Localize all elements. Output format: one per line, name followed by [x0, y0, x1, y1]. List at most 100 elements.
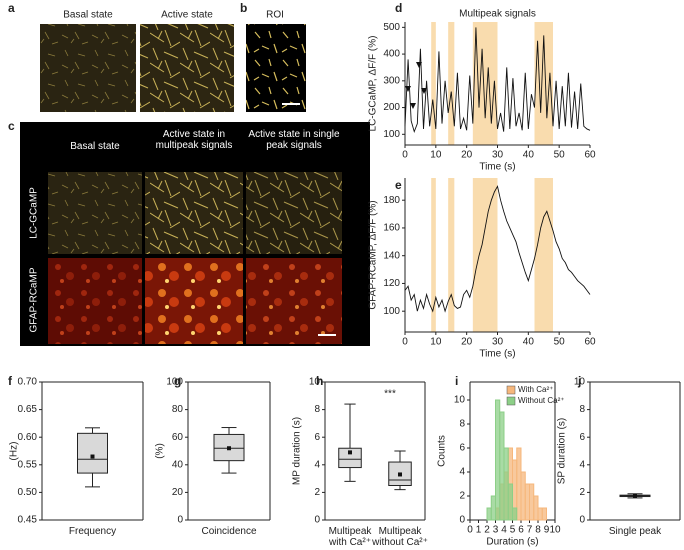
y-tick-label: 100 — [166, 377, 183, 388]
histogram-bar — [490, 495, 496, 521]
annotation: *** — [384, 389, 396, 400]
trace — [404, 185, 591, 313]
x-tick-label: 50 — [554, 337, 566, 348]
category-label: Coincidence — [201, 526, 257, 537]
x-tick-label: 8 — [535, 525, 541, 536]
image-title: Active state — [161, 10, 213, 21]
y-axis-label: Counts — [437, 435, 448, 467]
x-tick-label: 0 — [402, 337, 408, 348]
y-tick-label: 160 — [383, 223, 400, 234]
highlight-band — [534, 22, 553, 145]
highlight-band — [534, 178, 553, 332]
x-tick-label: 30 — [492, 150, 504, 161]
image — [145, 172, 243, 254]
histogram-bar — [541, 507, 547, 521]
y-tick-label: 6 — [459, 443, 465, 454]
histogram-bar — [486, 507, 492, 521]
y-tick-label: 0 — [579, 515, 585, 526]
y-tick-label: 80 — [172, 404, 184, 415]
legend-label: With Ca²⁺ — [518, 385, 553, 394]
y-tick-label: 60 — [172, 432, 184, 443]
y-tick-label: 10 — [309, 377, 321, 388]
x-tick-label: 4 — [501, 525, 507, 536]
image — [145, 258, 243, 344]
y-tick-label: 10 — [574, 377, 586, 388]
legend-swatch — [506, 396, 516, 406]
mean-marker — [633, 493, 637, 498]
y-tick-label: 20 — [172, 487, 184, 498]
y-axis-label: (Hz) — [9, 442, 20, 461]
mean-marker — [348, 450, 352, 455]
y-tick-label: 8 — [459, 419, 465, 430]
y-axis-label: LC-GCaMP, ΔF/F (%) — [368, 36, 379, 132]
y-axis-label: (%) — [155, 443, 166, 459]
y-tick-label: 0 — [177, 515, 183, 526]
highlight-band — [448, 178, 455, 332]
y-tick-label: 0.55 — [18, 459, 38, 470]
category-label: Single peak — [608, 526, 662, 537]
image — [246, 258, 342, 344]
y-tick-label: 10 — [454, 395, 466, 406]
row-label: GFAP-RCaMP — [29, 267, 40, 332]
x-tick-label: 50 — [554, 150, 566, 161]
y-tick-label: 4 — [579, 459, 585, 470]
panel-label: e — [395, 178, 402, 192]
x-tick-label: 60 — [584, 337, 596, 348]
panel-label: a — [8, 1, 15, 15]
y-tick-label: 200 — [383, 102, 400, 113]
legend-label: Without Ca²⁺ — [518, 396, 564, 405]
image-title: Basal state — [63, 10, 113, 21]
y-tick-label: 0.60 — [18, 432, 38, 443]
y-tick-label: 140 — [383, 250, 400, 261]
y-tick-label: 0 — [314, 515, 320, 526]
row-label: LC-GCaMP — [29, 187, 40, 239]
histogram-bar — [499, 411, 505, 521]
x-tick-label: 40 — [523, 150, 535, 161]
panel-label: d — [395, 1, 402, 15]
y-tick-label: 120 — [383, 278, 400, 289]
column-header: Active state in single peak signals — [248, 129, 340, 151]
y-axis-label: GFAP-RCaMP, ΔF/F (%) — [368, 200, 379, 309]
category-label: Multipeak with Ca²⁺ — [328, 526, 372, 548]
trace — [404, 27, 591, 134]
x-tick-label: 20 — [461, 337, 473, 348]
y-axis-label: SP duration (s) — [557, 418, 568, 485]
y-tick-label: 40 — [172, 459, 184, 470]
box — [77, 432, 108, 474]
category-label: Frequency — [68, 526, 117, 537]
image — [48, 172, 142, 254]
y-tick-label: 6 — [579, 432, 585, 443]
histogram-bar — [537, 507, 543, 521]
x-tick-label: 30 — [492, 337, 504, 348]
y-tick-label: 100 — [383, 129, 400, 140]
legend-swatch — [506, 385, 516, 395]
image — [246, 24, 306, 112]
panel-label: f — [8, 374, 13, 388]
mean-marker — [398, 472, 402, 477]
panel-label: b — [240, 1, 247, 15]
y-tick-label: 8 — [579, 404, 585, 415]
image — [246, 172, 342, 254]
histogram-bar — [495, 399, 501, 521]
histogram-bar — [529, 483, 535, 521]
mean-marker — [227, 446, 231, 451]
highlight-band — [431, 22, 436, 145]
x-tick-label: 2 — [484, 525, 490, 536]
x-tick-label: 7 — [527, 525, 533, 536]
y-tick-label: 6 — [314, 432, 320, 443]
image — [40, 24, 136, 112]
x-tick-label: 6 — [518, 525, 524, 536]
y-tick-label: 0.50 — [18, 487, 38, 498]
y-tick-label: 2 — [459, 491, 465, 502]
image — [48, 258, 142, 344]
column-header: Active state in multipeak signals — [155, 129, 233, 151]
y-tick-label: 0 — [459, 515, 465, 526]
y-tick-label: 8 — [314, 404, 320, 415]
box — [338, 447, 362, 469]
y-tick-label: 180 — [383, 195, 400, 206]
histogram-bar — [516, 447, 522, 521]
mean-marker — [90, 454, 95, 459]
highlight-band — [431, 178, 436, 332]
